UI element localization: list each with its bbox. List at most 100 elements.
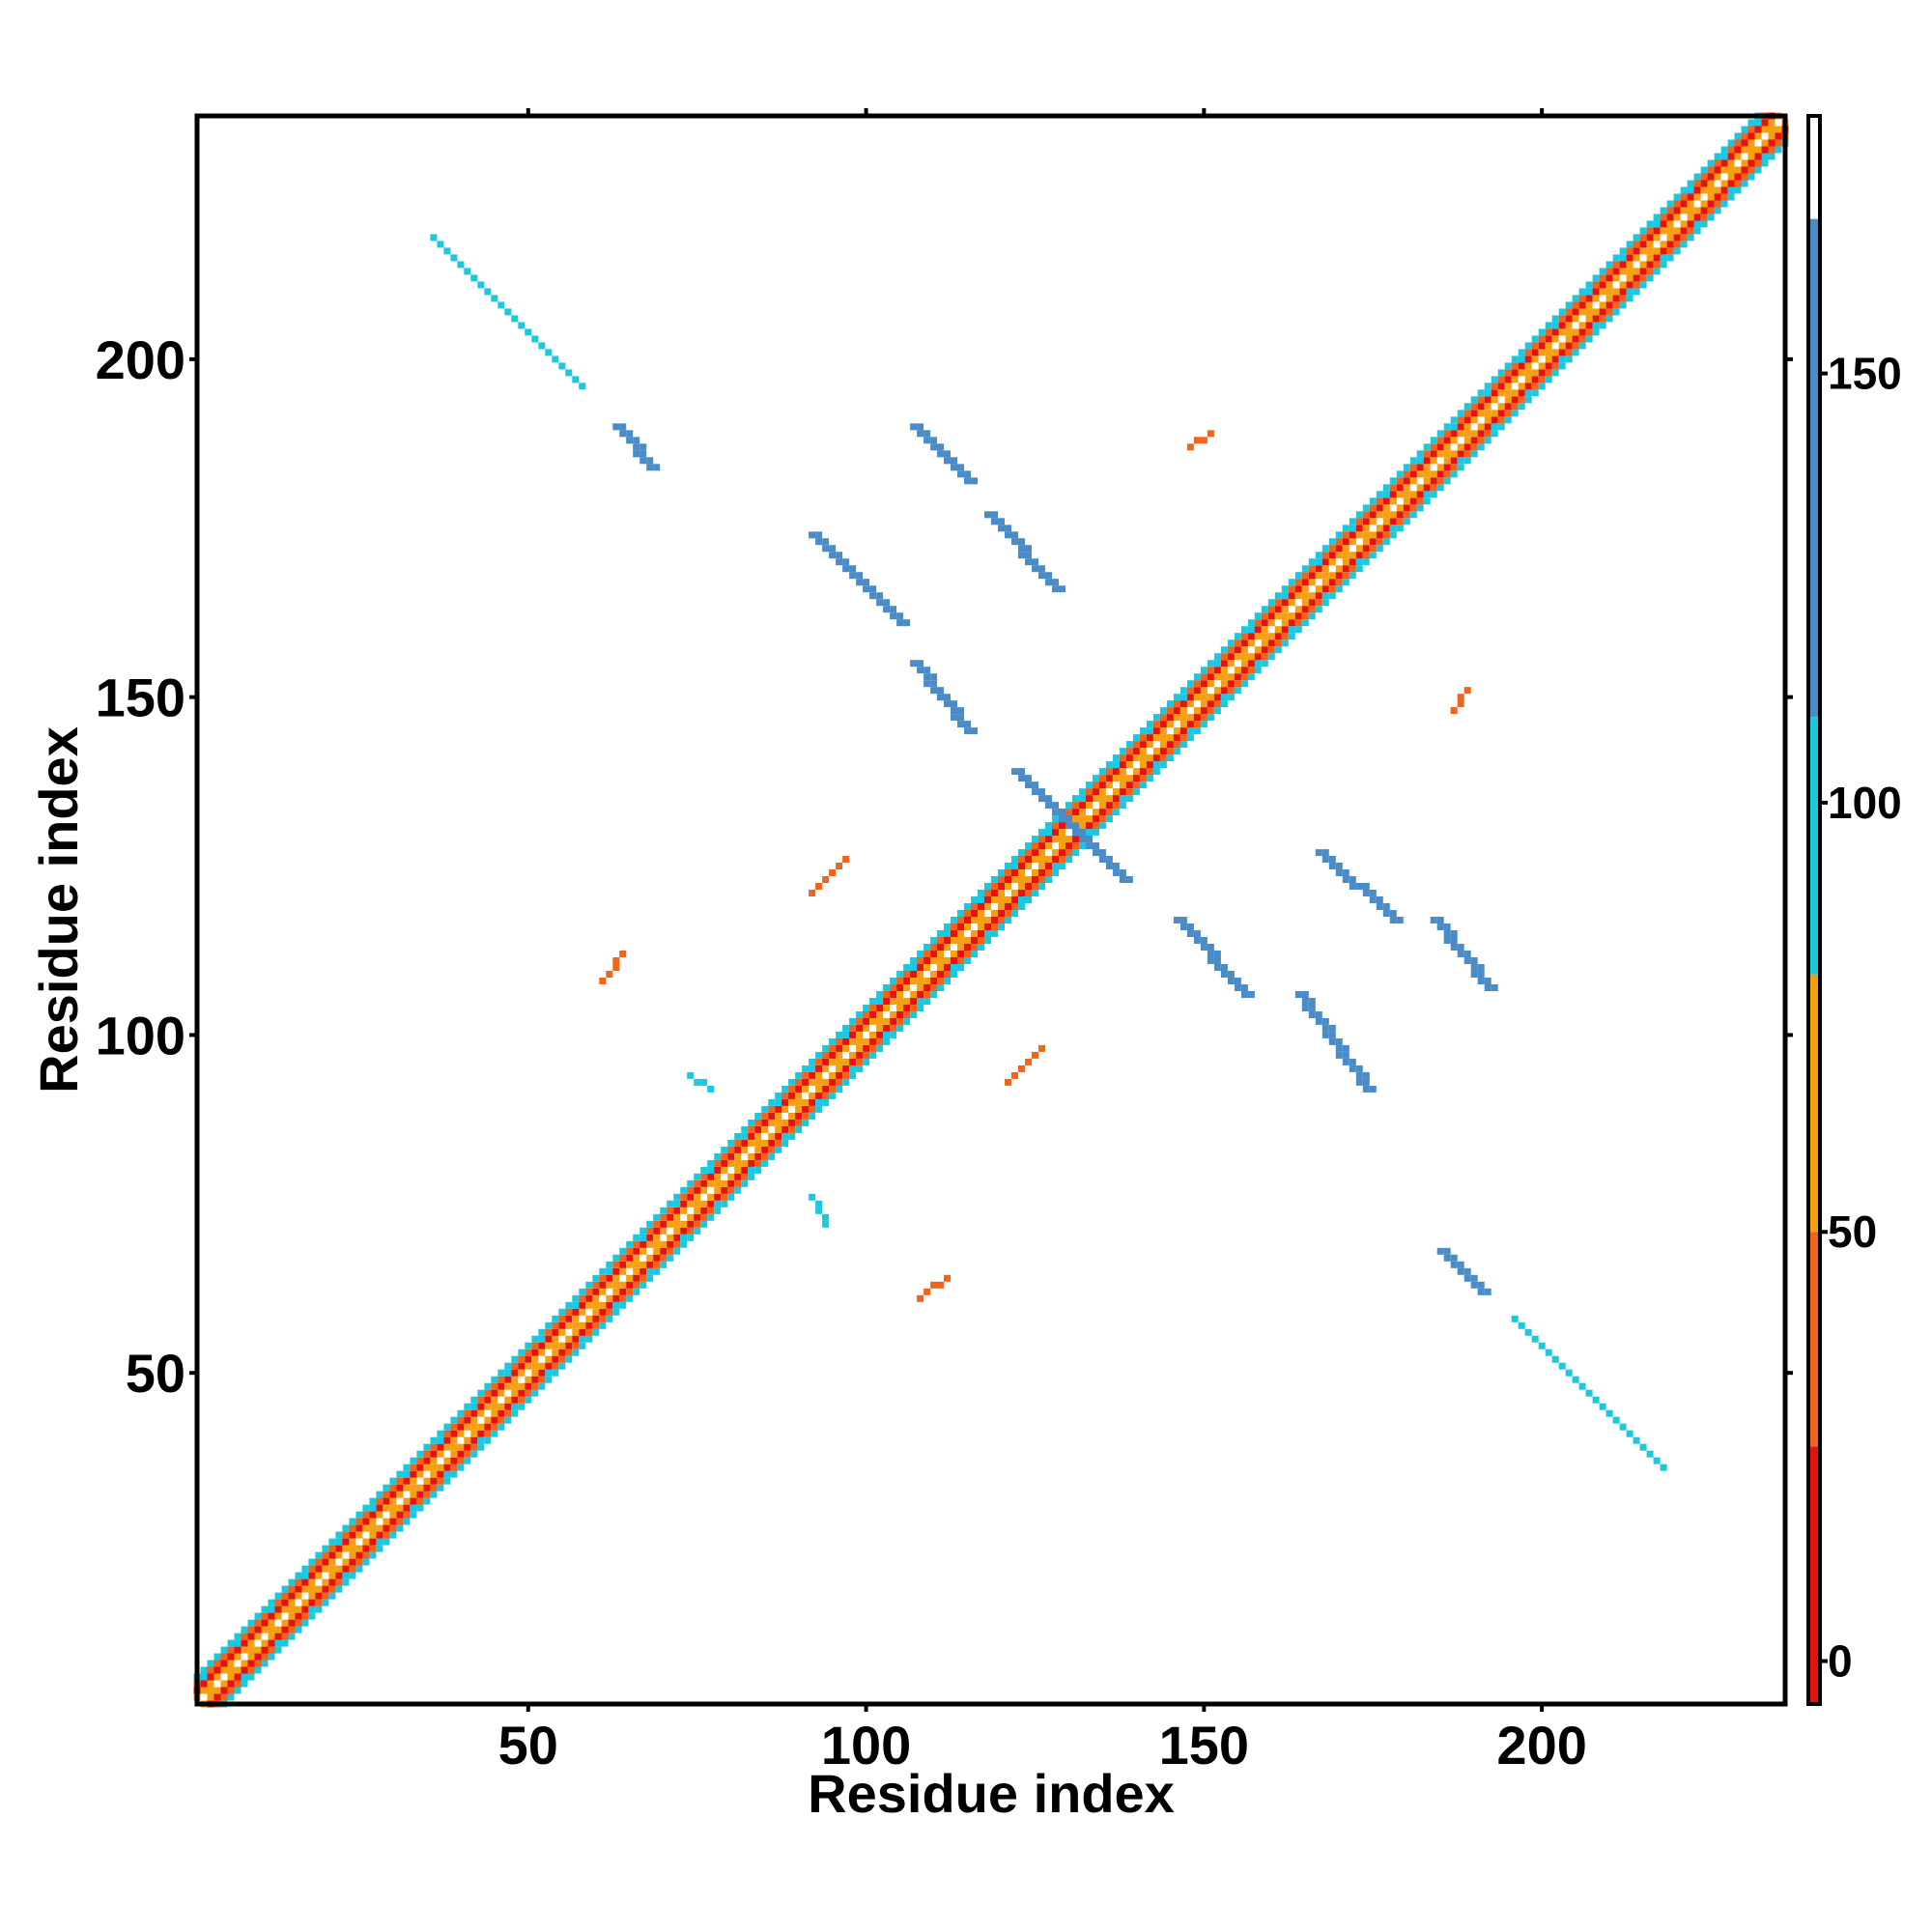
diagonal-cell (362, 1558, 370, 1566)
diagonal-cell (599, 1267, 607, 1275)
diagonal-cell (1227, 646, 1235, 654)
diagonal-cell (721, 1200, 728, 1208)
diagonal-cell (1355, 552, 1363, 559)
diagonal-cell (491, 1430, 498, 1437)
contact-cell (1470, 957, 1478, 964)
diagonal-cell (545, 1369, 553, 1377)
diagonal-cell (1653, 234, 1661, 242)
diagonal-cell (261, 1626, 269, 1634)
diagonal-cell (1524, 342, 1532, 350)
diagonal-cell (1018, 903, 1025, 910)
diagonal-cell (937, 944, 944, 951)
diagonal-cell (694, 1207, 701, 1214)
diagonal-cell (1173, 727, 1180, 735)
diagonal-cell (809, 1105, 816, 1113)
diagonal-cell (1700, 200, 1708, 208)
diagonal-cell (1660, 220, 1667, 228)
diagonal-cell (572, 1321, 580, 1329)
diagonal-cell (1052, 836, 1059, 843)
diagonal-cell (1119, 788, 1126, 796)
contact-cell (1321, 849, 1329, 857)
diagonal-cell (1524, 355, 1532, 363)
diagonal-cell (1146, 721, 1153, 728)
diagonal-cell (1025, 883, 1032, 890)
contact-cell (633, 443, 640, 451)
diagonal-cell (754, 1152, 762, 1160)
diagonal-cell (477, 1443, 485, 1451)
diagonal-cell (1565, 315, 1573, 323)
diagonal-cell (1132, 734, 1140, 742)
diagonal-cell (1673, 234, 1681, 242)
diagonal-cell (1005, 876, 1011, 883)
diagonal-cell (349, 1518, 356, 1525)
diagonal-cell (1511, 362, 1519, 370)
diagonal-cell (1173, 707, 1180, 715)
diagonal-cell (369, 1545, 377, 1552)
diagonal-cell (944, 971, 951, 978)
diagonal-cell (1200, 714, 1208, 722)
diagonal-cell (937, 930, 944, 937)
diagonal-cell (768, 1105, 776, 1113)
diagonal-cell (721, 1186, 728, 1194)
contact-cell (1173, 917, 1180, 923)
diagonal-cell (1200, 667, 1208, 674)
diagonal-cell (1599, 281, 1606, 289)
diagonal-cell (558, 1321, 566, 1329)
diagonal-cell (552, 1369, 559, 1377)
contact-cell (809, 1193, 816, 1201)
diagonal-cell (484, 1403, 492, 1410)
diagonal-cell (626, 1294, 634, 1302)
diagonal-cell (633, 1254, 640, 1262)
diagonal-cell (1166, 754, 1174, 762)
diagonal-cell (917, 971, 924, 978)
diagonal-cell (653, 1234, 661, 1241)
diagonal-cell (1234, 639, 1241, 647)
diagonal-cell (376, 1511, 384, 1519)
diagonal-cell (1436, 470, 1444, 478)
diagonal-cell (1409, 477, 1417, 485)
diagonal-cell (951, 930, 957, 937)
diagonal-cell (349, 1545, 356, 1552)
diagonal-cell (944, 944, 951, 951)
contact-cell (971, 727, 978, 735)
diagonal-cell (829, 1085, 837, 1093)
diagonal-cell (1754, 132, 1762, 140)
diagonal-cell (1511, 389, 1519, 397)
diagonal-cell (1173, 741, 1180, 749)
diagonal-cell (443, 1436, 451, 1444)
diagonal-cell (1545, 349, 1552, 356)
diagonal-cell (1321, 585, 1329, 593)
diagonal-cell (1558, 362, 1566, 370)
diagonal-cell (1294, 626, 1302, 634)
diagonal-cell (951, 937, 957, 944)
diagonal-cell (1179, 687, 1187, 695)
x-tick-label: 50 (498, 1715, 558, 1776)
diagonal-cell (964, 937, 971, 944)
contact-cell (619, 423, 627, 431)
diagonal-cell (714, 1200, 722, 1208)
diagonal-cell (1491, 383, 1498, 390)
contact-cell (511, 315, 519, 323)
diagonal-cell (667, 1220, 674, 1228)
diagonal-cell (775, 1112, 782, 1120)
contact-cell (1052, 585, 1059, 593)
diagonal-cell (768, 1098, 776, 1106)
diagonal-cell (917, 998, 924, 1005)
diagonal-cell (1079, 809, 1086, 816)
diagonal-cell (1531, 389, 1539, 397)
diagonal-cell (1639, 247, 1647, 255)
diagonal-cell (727, 1193, 735, 1201)
contact-cell (1011, 538, 1018, 546)
diagonal-cell (1660, 241, 1667, 248)
diagonal-cell (1491, 396, 1498, 404)
contact-cell (1450, 1261, 1458, 1268)
contact-feature (1511, 1315, 1667, 1471)
diagonal-cell (883, 1005, 891, 1011)
diagonal-cell (1098, 788, 1106, 796)
diagonal-cell (612, 1301, 620, 1309)
diagonal-cell (1105, 809, 1113, 816)
diagonal-cell (1288, 619, 1295, 627)
diagonal-cell (1450, 470, 1458, 478)
diagonal-cell (667, 1200, 674, 1208)
diagonal-cell (626, 1247, 634, 1255)
